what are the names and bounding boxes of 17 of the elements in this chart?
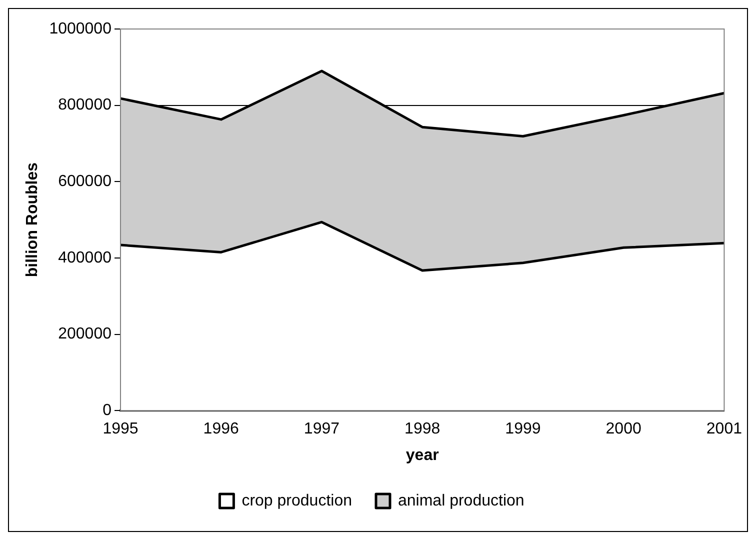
legend-label: animal production xyxy=(398,492,524,510)
legend-label: crop production xyxy=(242,492,352,510)
x-tick-label: 1996 xyxy=(203,420,240,438)
y-tick-label: 800000 xyxy=(58,96,112,114)
x-tick-label: 2000 xyxy=(606,420,642,438)
x-tick-label: 2001 xyxy=(706,420,742,438)
y-tick-label: 0 xyxy=(102,402,112,420)
x-tick-label: 1998 xyxy=(404,420,440,438)
x-tick-label: 1995 xyxy=(102,420,138,438)
x-tick-label: 1999 xyxy=(505,420,541,438)
y-tick-label: 400000 xyxy=(58,249,112,266)
y-axis-title: billion Roubles xyxy=(24,162,42,278)
x-axis-title: year xyxy=(406,446,439,464)
x-tick-label: 1997 xyxy=(304,420,340,438)
y-tick-label: 200000 xyxy=(58,326,112,343)
y-tick-label: 600000 xyxy=(58,173,112,190)
y-tick-label: 1000000 xyxy=(49,20,112,38)
